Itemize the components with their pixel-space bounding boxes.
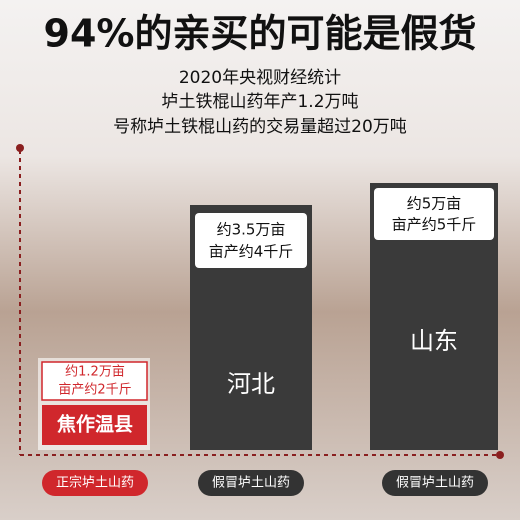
info: 约3.5万亩 [217,221,286,239]
info-box [374,188,494,240]
region: 焦作温县 [56,413,133,436]
label-pill [42,470,148,496]
subtitle: 垆土铁棍山药年产1.2万吨 [161,92,358,112]
info-box [41,361,148,401]
axis-dot [496,451,504,459]
info-box [195,213,307,268]
subtitle: 2020年央视财经统计 [179,68,341,88]
region-box [42,405,147,445]
axis-dot [16,144,24,152]
subtitle: 号称垆土铁棍山药的交易量超过20万吨 [113,117,407,137]
label: 正宗垆土山药 [56,475,134,491]
info: 亩产约4千斤 [209,243,294,261]
region: 山东 [410,327,458,355]
info: 约5万亩 [407,195,462,213]
title: 94%的亲买的可能是假货 [44,12,477,56]
info: 亩产约2千斤 [58,382,131,398]
label-pill [382,470,488,496]
label: 假冒垆土山药 [396,476,474,491]
info: 亩产约5千斤 [392,216,477,234]
axis [19,150,498,456]
label: 假冒垆土山药 [212,476,290,491]
region: 河北 [227,370,275,398]
label-pill [198,470,304,496]
info: 约1.2万亩 [65,364,125,380]
